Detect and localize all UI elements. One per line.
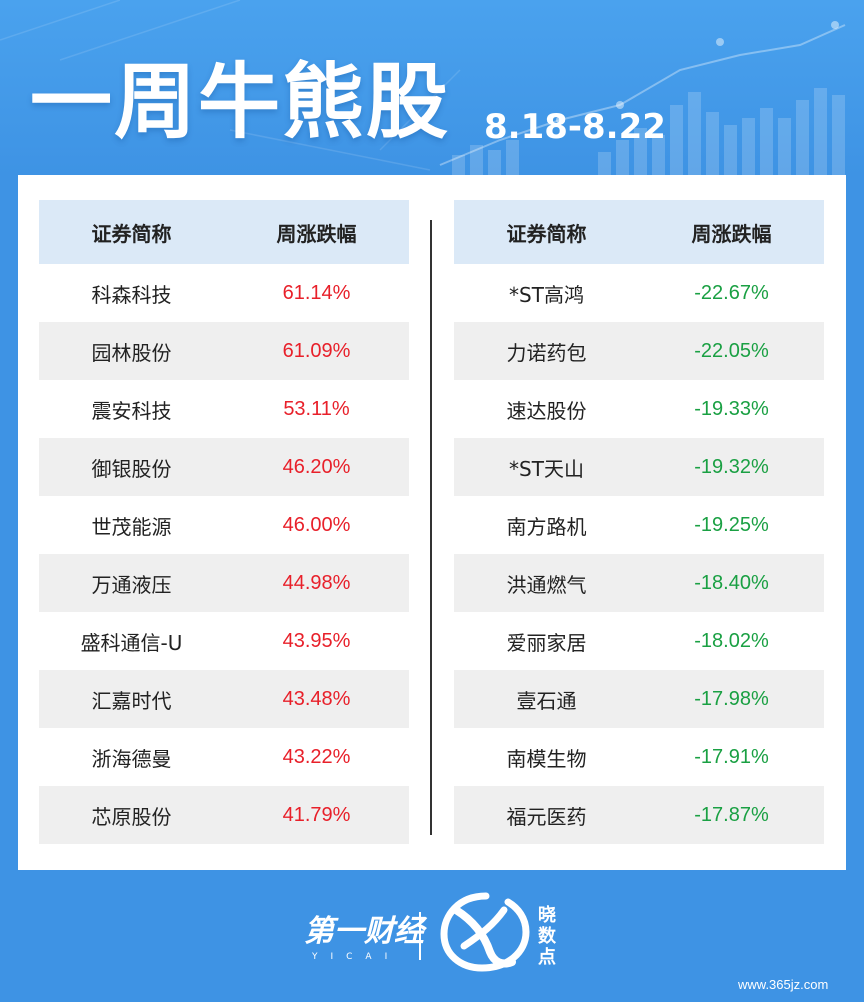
- stock-name: 福元医药: [506, 804, 587, 829]
- table-row: *ST天山 -19.32%: [454, 438, 824, 496]
- stock-name: 壹石通: [516, 688, 577, 713]
- stock-change: -22.67%: [694, 281, 769, 304]
- column-header-name: 证券简称: [91, 221, 172, 246]
- stock-name: 御银股份: [91, 456, 172, 481]
- table-row: 震安科技 53.11%: [39, 380, 409, 438]
- stock-name: 爱丽家居: [506, 630, 587, 655]
- stock-name: *ST高鸿: [509, 282, 584, 307]
- stock-change: -17.98%: [694, 687, 769, 710]
- stock-name: 南模生物: [506, 746, 587, 771]
- table-row: 科森科技 61.14%: [39, 264, 409, 322]
- stock-name: 园林股份: [91, 340, 172, 365]
- table-row: 浙海德曼 43.22%: [39, 728, 409, 786]
- stock-change: -17.91%: [694, 745, 769, 768]
- stock-change: -22.05%: [694, 339, 769, 362]
- column-header-name: 证券简称: [506, 221, 587, 246]
- page-title: 一周牛熊股: [30, 55, 451, 150]
- table-row: 速达股份 -19.33%: [454, 380, 824, 438]
- stock-change: -18.02%: [694, 629, 769, 652]
- stock-change: 61.09%: [282, 339, 351, 362]
- table-row: *ST高鸿 -22.67%: [454, 264, 824, 322]
- stock-change: 43.22%: [282, 745, 351, 768]
- stock-name: 汇嘉时代: [91, 688, 172, 713]
- stock-name: 南方路机: [506, 514, 587, 539]
- date-range: 8.18-8.22: [484, 107, 666, 147]
- table-row: 力诺药包 -22.05%: [454, 322, 824, 380]
- xiaoshudian-emblem-icon: [440, 892, 530, 972]
- table-row: 南模生物 -17.91%: [454, 728, 824, 786]
- stock-name: 芯原股份: [91, 804, 172, 829]
- table-row: 爱丽家居 -18.02%: [454, 612, 824, 670]
- stock-change: -19.33%: [694, 397, 769, 420]
- stock-name: 科森科技: [91, 282, 172, 307]
- stock-change: 43.95%: [282, 629, 351, 652]
- table-row: 壹石通 -17.98%: [454, 670, 824, 728]
- gainers-table-header: 证券简称 周涨跌幅: [39, 200, 409, 264]
- stock-change: 41.79%: [282, 803, 351, 826]
- table-row: 万通液压 44.98%: [39, 554, 409, 612]
- tables-card: 证券简称 周涨跌幅 科森科技 61.14% 园林股份 61.09% 震安科技 53.1…: [18, 175, 846, 870]
- stock-change: 61.14%: [282, 281, 351, 304]
- stock-change: -19.32%: [694, 455, 769, 478]
- stock-name: 洪通燃气: [506, 572, 587, 597]
- stock-name: 世茂能源: [91, 514, 172, 539]
- header-banner: 一周牛熊股 8.18-8.22: [0, 0, 864, 175]
- yicai-logo-icon: 第一财经: [304, 914, 424, 949]
- stock-name: 盛科通信-U: [80, 630, 183, 655]
- column-divider: [430, 220, 432, 835]
- table-row: 园林股份 61.09%: [39, 322, 409, 380]
- stock-name: 震安科技: [91, 398, 172, 423]
- table-row: 御银股份 46.20%: [39, 438, 409, 496]
- column-header-change: 周涨跌幅: [276, 221, 357, 246]
- table-row: 福元医药 -17.87%: [454, 786, 824, 844]
- stock-name: 浙海德曼: [91, 746, 172, 771]
- table-row: 芯原股份 41.79%: [39, 786, 409, 844]
- stock-change: 43.48%: [282, 687, 351, 710]
- table-row: 世茂能源 46.00%: [39, 496, 409, 554]
- yicai-logo-subtext: YICAI: [312, 952, 401, 962]
- table-row: 洪通燃气 -18.40%: [454, 554, 824, 612]
- stock-name: 速达股份: [506, 398, 587, 423]
- bar-chart-decoration-icon: [0, 0, 846, 175]
- losers-table: 证券简称 周涨跌幅 *ST高鸿 -22.67% 力诺药包 -22.05% 速达股份 -…: [454, 200, 824, 844]
- stock-change: -18.40%: [694, 571, 769, 594]
- column-header-change: 周涨跌幅: [691, 221, 772, 246]
- footer: [0, 870, 864, 1002]
- stock-change: -19.25%: [694, 513, 769, 536]
- stock-change: 46.00%: [282, 513, 351, 536]
- stock-change: -17.87%: [694, 803, 769, 826]
- stock-change: 46.20%: [282, 455, 351, 478]
- logo-separator: [419, 912, 421, 960]
- table-row: 盛科通信-U 43.95%: [39, 612, 409, 670]
- gainers-table: 证券简称 周涨跌幅 科森科技 61.14% 园林股份 61.09% 震安科技 53.1…: [39, 200, 409, 844]
- table-row: 汇嘉时代 43.48%: [39, 670, 409, 728]
- stock-name: 力诺药包: [506, 340, 587, 365]
- watermark: www.365jz.com: [738, 977, 829, 992]
- table-row: 南方路机 -19.25%: [454, 496, 824, 554]
- stock-change: 53.11%: [283, 397, 350, 420]
- stock-name: *ST天山: [509, 456, 584, 481]
- stock-name: 万通液压: [91, 572, 172, 597]
- losers-table-header: 证券简称 周涨跌幅: [454, 200, 824, 264]
- stock-change: 44.98%: [282, 571, 351, 594]
- program-name: 晓数点: [538, 905, 556, 968]
